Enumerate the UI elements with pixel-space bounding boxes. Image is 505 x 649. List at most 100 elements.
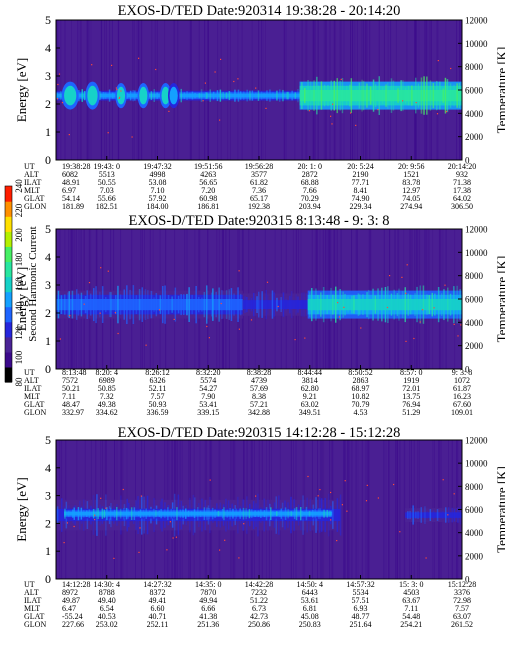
band-streak bbox=[132, 89, 134, 102]
noise-dot bbox=[265, 107, 267, 109]
ephemeris-value: 50.55 bbox=[98, 178, 116, 187]
band-streak bbox=[103, 509, 106, 518]
band-streak bbox=[108, 292, 111, 317]
band-streak bbox=[147, 290, 149, 320]
ephemeris-value: 192.38 bbox=[248, 202, 270, 211]
band-streak bbox=[78, 90, 80, 102]
noise-dot bbox=[413, 337, 415, 340]
band-streak bbox=[119, 508, 122, 519]
ephemeris-value: 14:42:28 bbox=[245, 580, 273, 589]
band-streak bbox=[303, 292, 305, 317]
y-tick-label: 1 bbox=[45, 544, 51, 558]
band-streak bbox=[323, 509, 325, 518]
noise-dot bbox=[57, 83, 59, 86]
ephemeris-value: 6082 bbox=[62, 170, 78, 179]
band-streak bbox=[330, 80, 332, 111]
noise-dot bbox=[219, 549, 221, 551]
noise-dot bbox=[83, 303, 85, 305]
band-streak bbox=[141, 287, 143, 322]
band-streak bbox=[194, 92, 196, 99]
band-streak bbox=[446, 79, 449, 113]
ephemeris-value: 261.52 bbox=[451, 620, 473, 629]
band-streak bbox=[135, 295, 138, 315]
band-streak bbox=[180, 294, 182, 316]
band-streak bbox=[81, 89, 83, 102]
band-streak bbox=[326, 295, 328, 315]
ephemeris-value: 61.82 bbox=[250, 178, 268, 187]
texture-stripe bbox=[104, 20, 106, 160]
ephemeris-value: 8:44:44 bbox=[298, 368, 322, 377]
texture-stripe bbox=[258, 20, 260, 160]
band-streak bbox=[189, 92, 191, 99]
colorbar-frame bbox=[4, 185, 13, 383]
band-streak bbox=[212, 288, 214, 321]
noise-dot bbox=[294, 339, 296, 341]
band-streak bbox=[209, 89, 211, 102]
y2-tick-label: 6000 bbox=[465, 295, 484, 305]
ephemeris-value: 40.71 bbox=[149, 612, 167, 621]
noise-dot bbox=[120, 90, 122, 92]
band-streak bbox=[101, 508, 104, 519]
texture-stripe bbox=[284, 20, 285, 160]
noise-dot bbox=[277, 305, 279, 308]
ephemeris-value: 52.11 bbox=[149, 384, 167, 393]
ephemeris-value: 252.11 bbox=[147, 620, 169, 629]
noise-dot bbox=[238, 270, 240, 272]
ephemeris-value: 6.93 bbox=[354, 604, 368, 613]
band-streak bbox=[186, 293, 188, 316]
band-streak bbox=[459, 289, 461, 321]
noise-dot bbox=[346, 510, 348, 512]
band-streak bbox=[423, 76, 425, 115]
ephemeris-value: 13.75 bbox=[402, 392, 420, 401]
noise-dot bbox=[421, 309, 424, 311]
band-streak bbox=[263, 510, 266, 518]
band-streak bbox=[436, 80, 438, 111]
band-streak bbox=[64, 508, 66, 519]
noise-dot bbox=[330, 115, 332, 117]
ephemeris-value: 7.11 bbox=[62, 392, 76, 401]
ephemeris-value: 254.21 bbox=[400, 620, 422, 629]
band-streak bbox=[101, 286, 104, 323]
ephemeris-value: 8788 bbox=[99, 588, 115, 597]
band-streak bbox=[111, 92, 114, 99]
band-streak bbox=[206, 92, 208, 99]
noise-dot bbox=[233, 80, 235, 83]
band-streak bbox=[272, 92, 274, 99]
colorbar-tick-label: 100 bbox=[14, 350, 24, 364]
texture-stripe bbox=[368, 440, 370, 579]
texture-stripe bbox=[404, 440, 406, 579]
ephemeris-value: 7.57 bbox=[455, 604, 469, 613]
noise-dot bbox=[377, 497, 379, 499]
band-streak bbox=[144, 289, 147, 320]
ephemeris-value: 14:35: 0 bbox=[195, 580, 221, 589]
band-streak bbox=[221, 290, 223, 320]
ephemeris-value: 932 bbox=[456, 170, 468, 179]
noise-dot bbox=[220, 58, 222, 60]
band-streak bbox=[68, 510, 70, 517]
texture-stripe bbox=[343, 440, 345, 579]
band-streak bbox=[351, 295, 353, 314]
band-streak bbox=[126, 92, 128, 99]
ephemeris-value: 251.36 bbox=[197, 620, 219, 629]
band-streak bbox=[237, 89, 240, 102]
band-streak bbox=[218, 287, 220, 322]
texture-stripe bbox=[349, 440, 351, 579]
colorbar-segment bbox=[5, 336, 12, 353]
band-streak bbox=[162, 286, 164, 324]
noise-dot bbox=[419, 321, 421, 323]
ephemeris-value: 4998 bbox=[150, 170, 166, 179]
band-streak bbox=[249, 90, 251, 101]
band-streak bbox=[317, 508, 320, 519]
ephemeris-value: 14:27:32 bbox=[143, 580, 171, 589]
band-streak bbox=[117, 285, 119, 324]
ephemeris-value: 48.91 bbox=[62, 178, 80, 187]
band-streak bbox=[412, 505, 414, 525]
band-streak bbox=[188, 287, 190, 322]
ephemeris-value: 15:12:28 bbox=[448, 580, 476, 589]
texture-stripe bbox=[397, 440, 399, 579]
noise-dot bbox=[119, 96, 121, 98]
band-streak bbox=[374, 295, 377, 314]
ephemeris-value: 8:57: 0 bbox=[400, 368, 422, 377]
ephemeris-value: 63.67 bbox=[402, 596, 420, 605]
ephemeris-value: 6.47 bbox=[62, 604, 76, 613]
